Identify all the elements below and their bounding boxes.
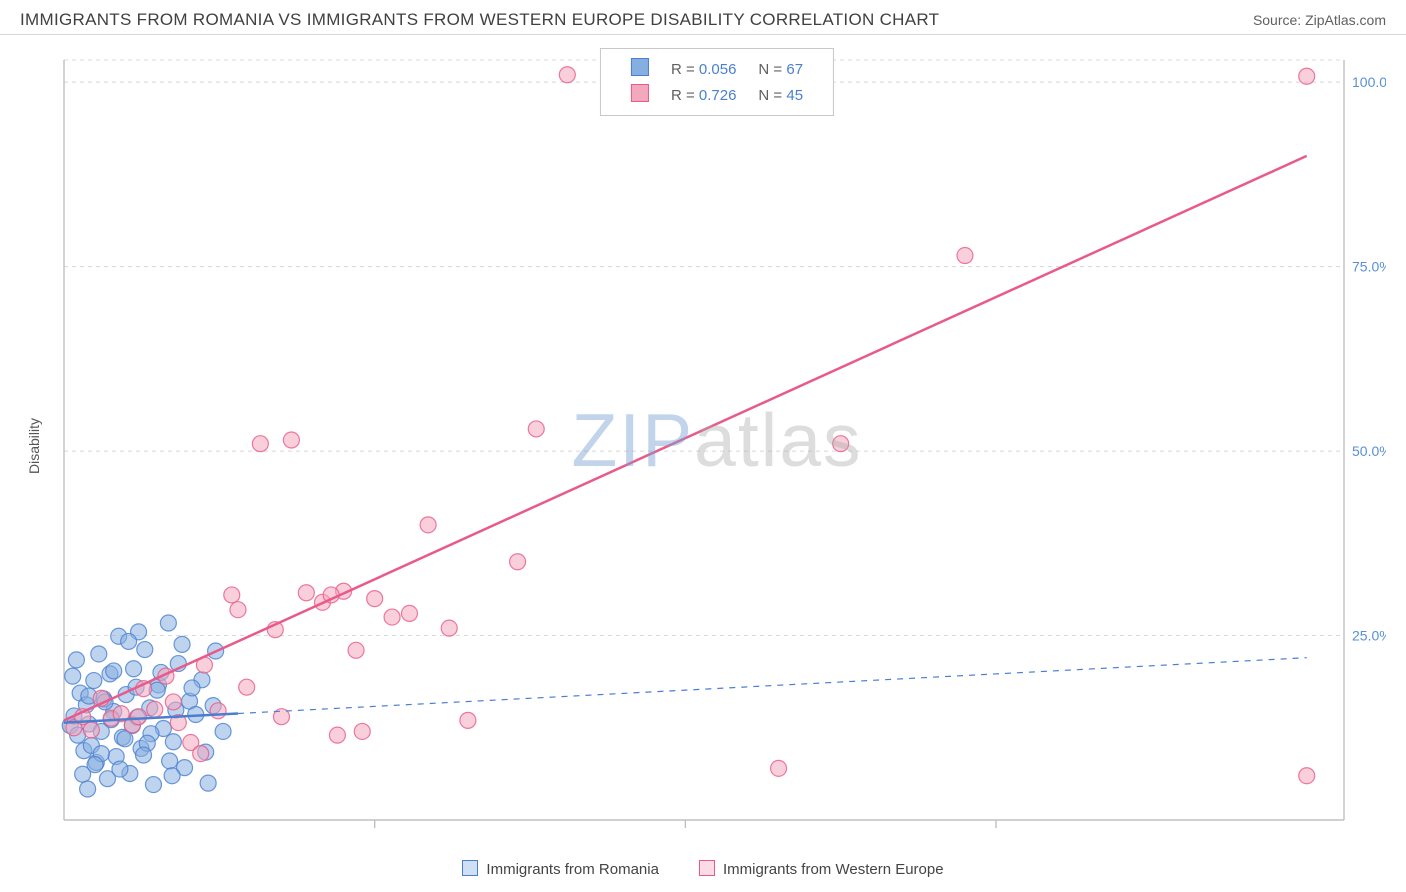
scatter-plot-svg: 25.0% 50.0% 75.0% 100.0% 0.0% 100.0% bbox=[48, 48, 1386, 832]
xlegend-label-we: Immigrants from Western Europe bbox=[723, 861, 944, 878]
stat-legend-box: R = 0.056 N = 67 R = 0.726 N = 45 bbox=[600, 48, 834, 116]
chart-source: Source: ZipAtlas.com bbox=[1253, 12, 1386, 28]
swatch-blue bbox=[631, 58, 649, 76]
svg-text:100.0%: 100.0% bbox=[1259, 831, 1306, 832]
x-series-legend: Immigrants from Romania Immigrants from … bbox=[0, 860, 1406, 878]
stat-n-pink: 45 bbox=[786, 87, 803, 104]
chart-title: IMMIGRANTS FROM ROMANIA VS IMMIGRANTS FR… bbox=[20, 10, 939, 30]
swatch-blue-icon bbox=[462, 860, 478, 876]
stat-n-blue: 67 bbox=[786, 61, 803, 78]
y-axis-label: Disability bbox=[26, 418, 42, 474]
stat-r-blue: 0.056 bbox=[699, 61, 737, 78]
svg-text:50.0%: 50.0% bbox=[1352, 443, 1386, 459]
stat-row-blue: R = 0.056 N = 67 bbox=[621, 57, 813, 81]
svg-text:0.0%: 0.0% bbox=[64, 831, 96, 832]
swatch-pink-icon bbox=[699, 860, 715, 876]
stat-row-pink: R = 0.726 N = 45 bbox=[621, 83, 813, 107]
svg-text:25.0%: 25.0% bbox=[1352, 628, 1386, 644]
svg-text:100.0%: 100.0% bbox=[1352, 74, 1386, 90]
xlegend-label-romania: Immigrants from Romania bbox=[486, 861, 659, 878]
chart-area: R = 0.056 N = 67 R = 0.726 N = 45 ZIPatl… bbox=[48, 48, 1386, 832]
swatch-pink bbox=[631, 84, 649, 102]
svg-text:75.0%: 75.0% bbox=[1352, 259, 1386, 275]
stat-r-pink: 0.726 bbox=[699, 87, 737, 104]
xlegend-item-western-europe: Immigrants from Western Europe bbox=[699, 860, 944, 878]
chart-header: IMMIGRANTS FROM ROMANIA VS IMMIGRANTS FR… bbox=[0, 0, 1406, 35]
xlegend-item-romania: Immigrants from Romania bbox=[462, 860, 659, 878]
